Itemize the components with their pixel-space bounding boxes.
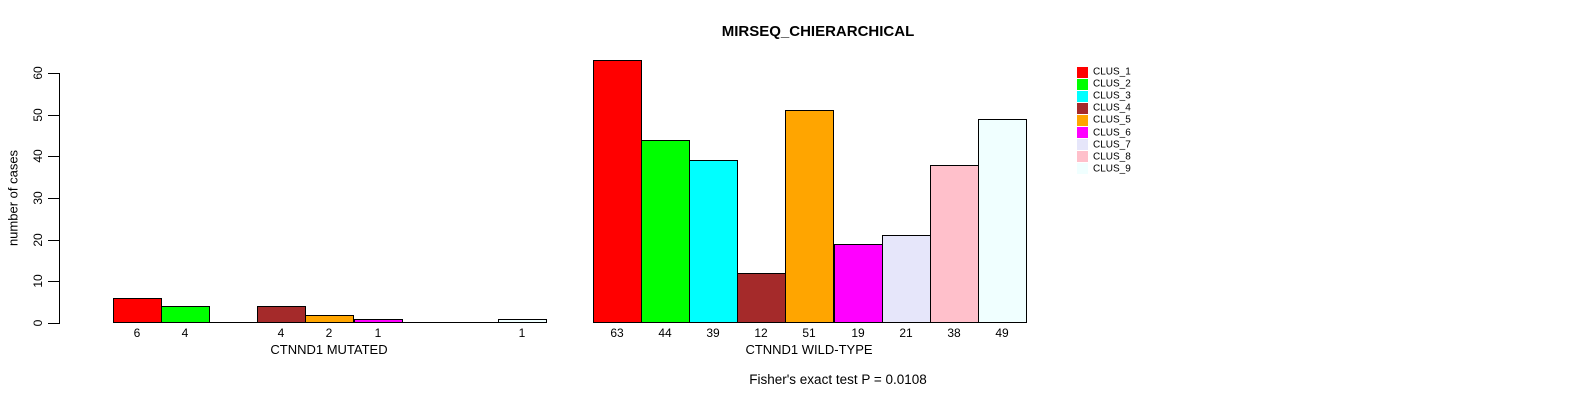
x-axis-group-label: CTNND1 WILD-TYPE bbox=[745, 342, 873, 357]
bar-clus_5 bbox=[305, 315, 354, 323]
legend-label: CLUS_1 bbox=[1093, 66, 1131, 78]
y-axis-line bbox=[59, 73, 60, 324]
bar-clus_8 bbox=[930, 165, 979, 323]
legend-swatch-clus_3 bbox=[1077, 91, 1088, 102]
bar-value-label: 38 bbox=[947, 326, 961, 340]
legend-label: CLUS_3 bbox=[1093, 90, 1131, 102]
bar-value-label: 44 bbox=[658, 326, 672, 340]
legend-swatch-clus_1 bbox=[1077, 67, 1088, 78]
y-tick-mark bbox=[48, 156, 59, 157]
bar-value-label: 21 bbox=[899, 326, 913, 340]
bar-value-label: 39 bbox=[706, 326, 720, 340]
legend-label: CLUS_7 bbox=[1093, 139, 1131, 151]
y-tick-label: 0 bbox=[31, 319, 45, 327]
bar-clus_9 bbox=[498, 319, 547, 323]
y-tick-mark bbox=[48, 73, 59, 74]
y-tick-label: 30 bbox=[31, 191, 45, 205]
bar-clus_2 bbox=[641, 140, 690, 323]
legend-swatch-clus_6 bbox=[1077, 127, 1088, 138]
bar-clus_5 bbox=[785, 110, 834, 323]
legend-swatch-clus_7 bbox=[1077, 139, 1088, 150]
bar-clus_3 bbox=[689, 160, 738, 323]
legend-swatch-clus_4 bbox=[1077, 103, 1088, 114]
bar-clus_2 bbox=[161, 306, 210, 323]
bar-value-label: 63 bbox=[610, 326, 624, 340]
y-tick-mark bbox=[48, 115, 59, 116]
legend-label: CLUS_5 bbox=[1093, 114, 1131, 126]
bar-value-label: 51 bbox=[802, 326, 816, 340]
bar-value-label: 49 bbox=[995, 326, 1009, 340]
y-tick-mark bbox=[48, 323, 59, 324]
legend-swatch-clus_2 bbox=[1077, 79, 1088, 90]
bar-value-label: 6 bbox=[133, 326, 141, 340]
y-tick-label: 20 bbox=[31, 233, 45, 247]
bar-value-label: 1 bbox=[518, 326, 526, 340]
bar-value-label: 4 bbox=[277, 326, 285, 340]
y-tick-label: 50 bbox=[31, 108, 45, 122]
legend-label: CLUS_8 bbox=[1093, 151, 1131, 163]
bar-clus_6 bbox=[354, 319, 403, 323]
legend-label: CLUS_6 bbox=[1093, 127, 1131, 139]
legend-swatch-clus_5 bbox=[1077, 115, 1088, 126]
bar-value-label: 4 bbox=[181, 326, 189, 340]
legend-label: CLUS_4 bbox=[1093, 102, 1131, 114]
bar-value-label: 12 bbox=[754, 326, 768, 340]
legend-label: CLUS_2 bbox=[1093, 78, 1131, 90]
y-tick-label: 60 bbox=[31, 66, 45, 80]
y-tick-mark bbox=[48, 240, 59, 241]
y-tick-mark bbox=[48, 198, 59, 199]
legend-swatch-clus_9 bbox=[1077, 163, 1088, 174]
y-axis-label: number of cases bbox=[5, 149, 21, 247]
x-axis-group-label: CTNND1 MUTATED bbox=[270, 342, 388, 357]
bar-value-label: 19 bbox=[851, 326, 865, 340]
bar-value-label: 1 bbox=[374, 326, 382, 340]
y-tick-label: 10 bbox=[31, 274, 45, 288]
bar-clus_1 bbox=[113, 298, 162, 323]
bar-clus_9 bbox=[978, 119, 1027, 323]
bar-clus_4 bbox=[257, 306, 306, 323]
chart-title: MIRSEQ_CHIERARCHICAL bbox=[721, 23, 915, 40]
bar-clus_7 bbox=[882, 235, 931, 323]
fisher-test-note: Fisher's exact test P = 0.0108 bbox=[749, 372, 927, 387]
legend-swatch-clus_8 bbox=[1077, 151, 1088, 162]
bar-clus_4 bbox=[737, 273, 786, 323]
bar-clus_6 bbox=[834, 244, 883, 323]
y-tick-mark bbox=[48, 281, 59, 282]
bar-value-label: 2 bbox=[325, 326, 333, 340]
y-tick-label: 40 bbox=[31, 149, 45, 163]
legend-label: CLUS_9 bbox=[1093, 163, 1131, 175]
bar-clus_1 bbox=[593, 60, 642, 323]
